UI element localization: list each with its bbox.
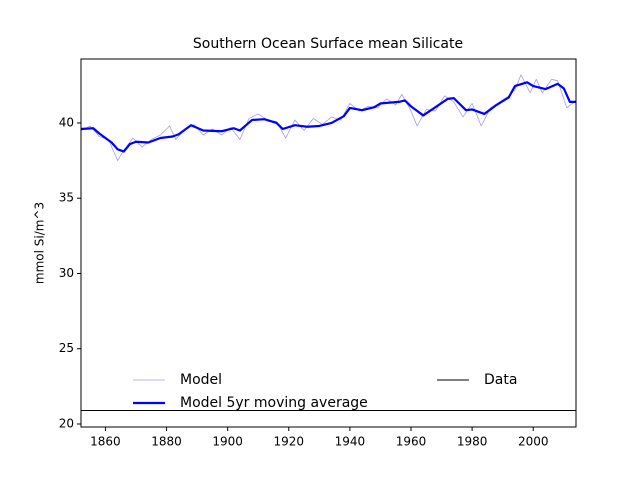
x-tick-label: 1900 — [212, 435, 243, 449]
x-tick-label: 1880 — [151, 435, 182, 449]
y-axis-label: mmol Si/m^3 — [33, 202, 47, 284]
series-line — [80, 81, 576, 153]
y-tick-label: 25 — [59, 341, 74, 355]
y-tick-label: 35 — [59, 191, 74, 205]
legend-label: Model — [180, 372, 222, 388]
x-tick-label: 1860 — [90, 435, 121, 449]
legend-label: Data — [484, 372, 517, 388]
y-tick-label: 40 — [59, 115, 74, 129]
plot-frame — [80, 58, 577, 428]
legend-label: Model 5yr moving average — [180, 395, 368, 411]
x-tick-label: 2000 — [518, 435, 549, 449]
chart-title: Southern Ocean Surface mean Silicate — [193, 36, 463, 52]
x-tick-label: 1940 — [335, 435, 366, 449]
y-tick-label: 20 — [59, 416, 74, 430]
x-tick-label: 1920 — [274, 435, 305, 449]
series-line — [80, 74, 577, 161]
x-tick-label: 1980 — [457, 435, 488, 449]
x-tick-label: 1960 — [396, 435, 427, 449]
y-tick-label: 30 — [59, 266, 74, 280]
